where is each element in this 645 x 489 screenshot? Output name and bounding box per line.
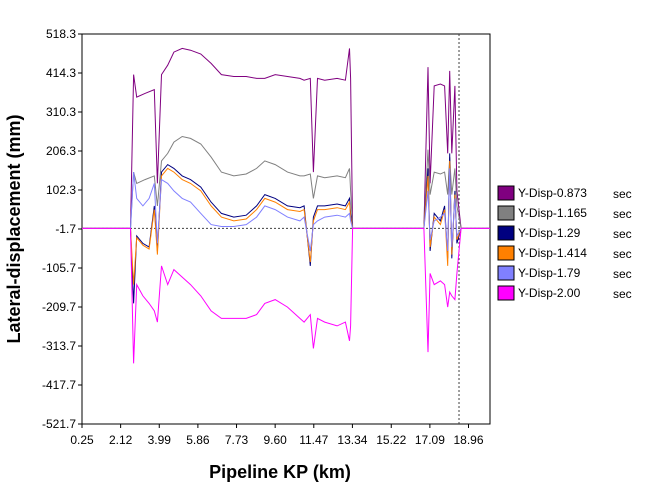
- series-line-5: [82, 168, 490, 251]
- y-tick-label: 206.3: [46, 144, 76, 158]
- x-tick-label: 9.60: [263, 433, 287, 447]
- legend-label: Y-Disp-1.79: [518, 266, 581, 280]
- legend-unit: sec: [613, 227, 632, 241]
- legend-label: Y-Disp-1.414: [518, 246, 587, 260]
- legend-swatch: [497, 265, 515, 281]
- legend-swatch: [497, 185, 515, 201]
- legend-unit: sec: [613, 187, 632, 201]
- series-layer: [82, 47, 490, 364]
- y-tick-label: -417.7: [42, 378, 76, 392]
- x-tick-label: 18.96: [453, 433, 483, 447]
- y-tick-label: -209.7: [42, 300, 76, 314]
- series-line-2: [82, 135, 490, 229]
- y-tick-label: -1.7: [55, 222, 76, 236]
- legend-swatch: [497, 225, 515, 241]
- y-axis: 518.3 414.3 310.3 206.3 102.3 -1.7 -105.7 -209.…: [42, 27, 82, 431]
- x-axis-title: Pipeline KP (km): [209, 462, 351, 482]
- x-tick-label: 13.34: [337, 433, 367, 447]
- x-tick-label: 11.47: [299, 433, 328, 447]
- y-axis-title: Lateral-displacement (mm): [4, 114, 24, 343]
- legend-label: Y-Disp-1.165: [518, 206, 587, 220]
- series-line-1: [82, 47, 490, 229]
- legend: Y-Disp-0.873 sec Y-Disp-1.165 sec Y-Disp-1.2…: [497, 185, 632, 301]
- legend-unit: sec: [613, 247, 632, 261]
- legend-swatch: [497, 245, 515, 261]
- legend-unit: sec: [613, 207, 632, 221]
- legend-unit: sec: [613, 287, 632, 301]
- y-tick-label: -313.7: [42, 339, 76, 353]
- y-tick-label: 414.3: [46, 66, 76, 80]
- x-tick-label: 0.25: [70, 433, 94, 447]
- legend-swatch: [497, 205, 515, 221]
- x-tick-label: 15.22: [376, 433, 406, 447]
- y-tick-label: 518.3: [46, 27, 76, 41]
- x-tick-label: 7.73: [225, 433, 249, 447]
- x-tick-label: 17.09: [415, 433, 445, 447]
- legend-label: Y-Disp-1.29: [518, 226, 581, 240]
- x-tick-label: 2.12: [109, 433, 133, 447]
- y-tick-label: 102.3: [46, 183, 76, 197]
- legend-label: Y-Disp-0.873: [518, 186, 587, 200]
- legend-unit: sec: [613, 267, 632, 281]
- legend-label: Y-Disp-2.00: [518, 286, 581, 300]
- x-axis: 0.25 2.12 3.99 5.86 7.73 9.60 11.47 13.34 15.22 1…: [70, 424, 484, 447]
- y-tick-label: 310.3: [46, 105, 76, 119]
- y-tick-label: -105.7: [42, 261, 76, 275]
- series-line-6: [82, 227, 490, 364]
- x-tick-label: 3.99: [148, 433, 172, 447]
- plot-area: [81, 33, 491, 425]
- legend-swatch: [497, 285, 515, 301]
- y-tick-label: -521.7: [42, 417, 76, 431]
- x-tick-label: 5.86: [186, 433, 210, 447]
